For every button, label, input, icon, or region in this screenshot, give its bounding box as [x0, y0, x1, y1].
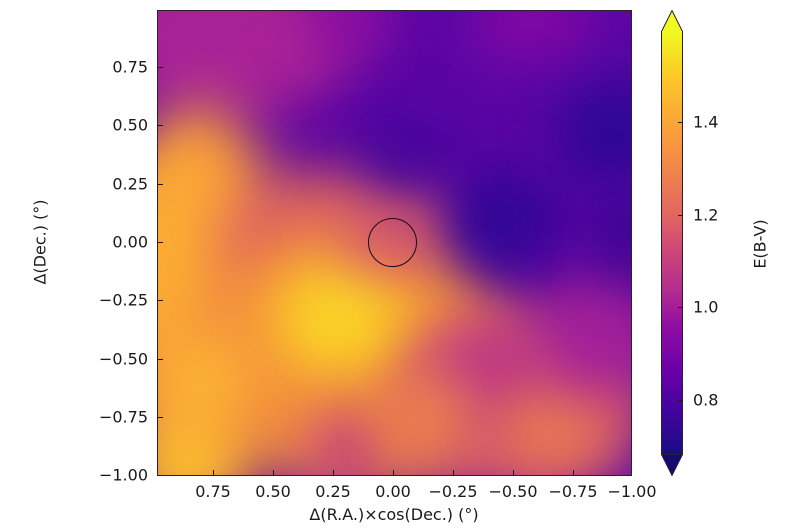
x-tick-label: 0.00 [375, 482, 411, 501]
heatmap-plot-area [157, 10, 632, 476]
y-tick-mark [157, 67, 163, 68]
heat-blob [498, 391, 608, 471]
x-tick-mark [213, 470, 214, 476]
y-tick-mark [157, 242, 163, 243]
y-tick-label: −0.25 [98, 290, 148, 310]
x-tick-mark [573, 470, 574, 476]
x-tick-label: 0.50 [255, 482, 291, 501]
y-tick-label: −1.00 [98, 465, 148, 485]
x-tick-label: −1.00 [607, 482, 657, 501]
y-tick-mark [157, 125, 163, 126]
heat-blob [448, 171, 558, 271]
x-tick-mark [513, 470, 514, 476]
x-tick-mark [273, 470, 274, 476]
x-tick-label: −0.50 [488, 482, 538, 501]
y-tick-label: −0.50 [98, 349, 148, 369]
y-tick-mark [157, 417, 163, 418]
y-tick-label: 0.00 [112, 232, 148, 252]
y-tick-label: 0.75 [112, 57, 148, 77]
colorbar-tick-mark [678, 122, 683, 123]
target-position-circle [368, 218, 417, 267]
heat-blob [308, 411, 388, 475]
colorbar-tick-mark [678, 215, 683, 216]
y-tick-label: 0.25 [112, 174, 148, 194]
y-tick-label: −0.75 [98, 407, 148, 427]
heat-blob [303, 286, 373, 341]
colorbar-tick-label: 1.2 [693, 205, 719, 225]
x-tick-mark [453, 470, 454, 476]
colorbar-label: E(B-V) [750, 219, 770, 269]
x-axis-title: Δ(R.A.)×cos(Dec.) (°) [309, 505, 479, 524]
colorbar-extend-max-arrow [661, 10, 683, 32]
y-tick-mark [157, 184, 163, 185]
x-tick-label: 0.75 [195, 482, 231, 501]
colorbar-tick-mark [678, 400, 683, 401]
y-tick-mark [157, 300, 163, 301]
x-tick-mark [393, 470, 394, 476]
heat-blob [538, 271, 631, 391]
y-tick-mark [157, 359, 163, 360]
x-tick-mark [333, 470, 334, 476]
colorbar-tick-label: 1.0 [693, 297, 719, 317]
colorbar-extend-min-arrow [661, 454, 683, 476]
y-tick-label: 0.50 [112, 115, 148, 135]
colorbar [661, 31, 683, 455]
x-tick-label: −0.25 [428, 482, 478, 501]
colorbar-tick-label: 0.8 [693, 390, 719, 410]
x-tick-label: 0.25 [315, 482, 351, 501]
heat-blob [388, 371, 468, 461]
heat-blob [158, 341, 248, 421]
y-axis-title: Δ(Dec.) (°) [30, 199, 50, 285]
x-tick-label: −0.75 [548, 482, 598, 501]
colorbar-tick-label: 1.4 [693, 112, 719, 132]
colorbar-tick-mark [678, 307, 683, 308]
heat-blob [358, 121, 448, 191]
